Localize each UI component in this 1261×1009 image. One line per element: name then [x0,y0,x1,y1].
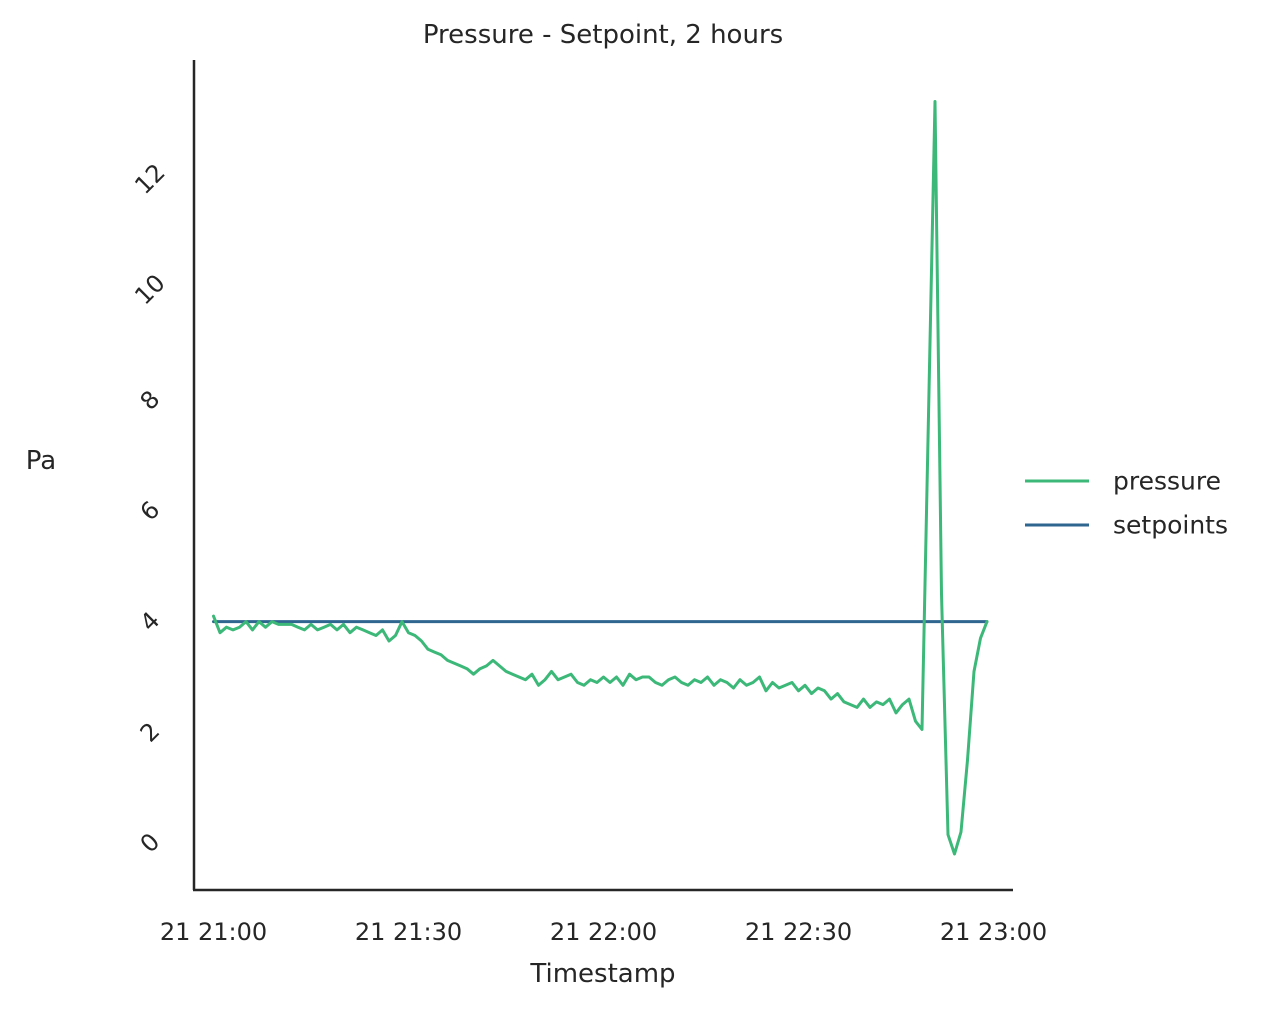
x-tick-label: 21 22:00 [550,918,657,946]
y-tick-label: 6 [135,496,166,527]
y-axis-label: Pa [26,446,56,476]
plot-area [192,60,1013,892]
legend-label-setpoints: setpoints [1113,511,1228,540]
series-line-pressure [212,100,989,856]
legend: pressure setpoints [1025,467,1228,540]
legend-label-pressure: pressure [1113,467,1221,496]
x-tick-label: 21 22:30 [745,918,852,946]
y-tick-label: 10 [129,269,170,310]
y-tick-label: 2 [135,717,166,748]
y-tick-labels: 0 2 4 6 8 10 12 [129,158,170,858]
chart-title: Pressure - Setpoint, 2 hours [423,20,783,50]
y-tick-label: 8 [135,385,166,416]
y-tick-label: 12 [129,158,170,199]
y-tick-label: 0 [135,828,166,859]
x-tick-labels: 21 21:00 21 21:30 21 22:00 21 22:30 21 23:00 [160,918,1047,946]
x-tick-label: 21 23:00 [940,918,1047,946]
x-tick-label: 21 21:00 [160,918,267,946]
series-layer [212,100,989,856]
x-tick-label: 21 21:30 [355,918,462,946]
y-tick-label: 4 [135,606,166,637]
x-axis-label: Timestamp [529,959,675,989]
